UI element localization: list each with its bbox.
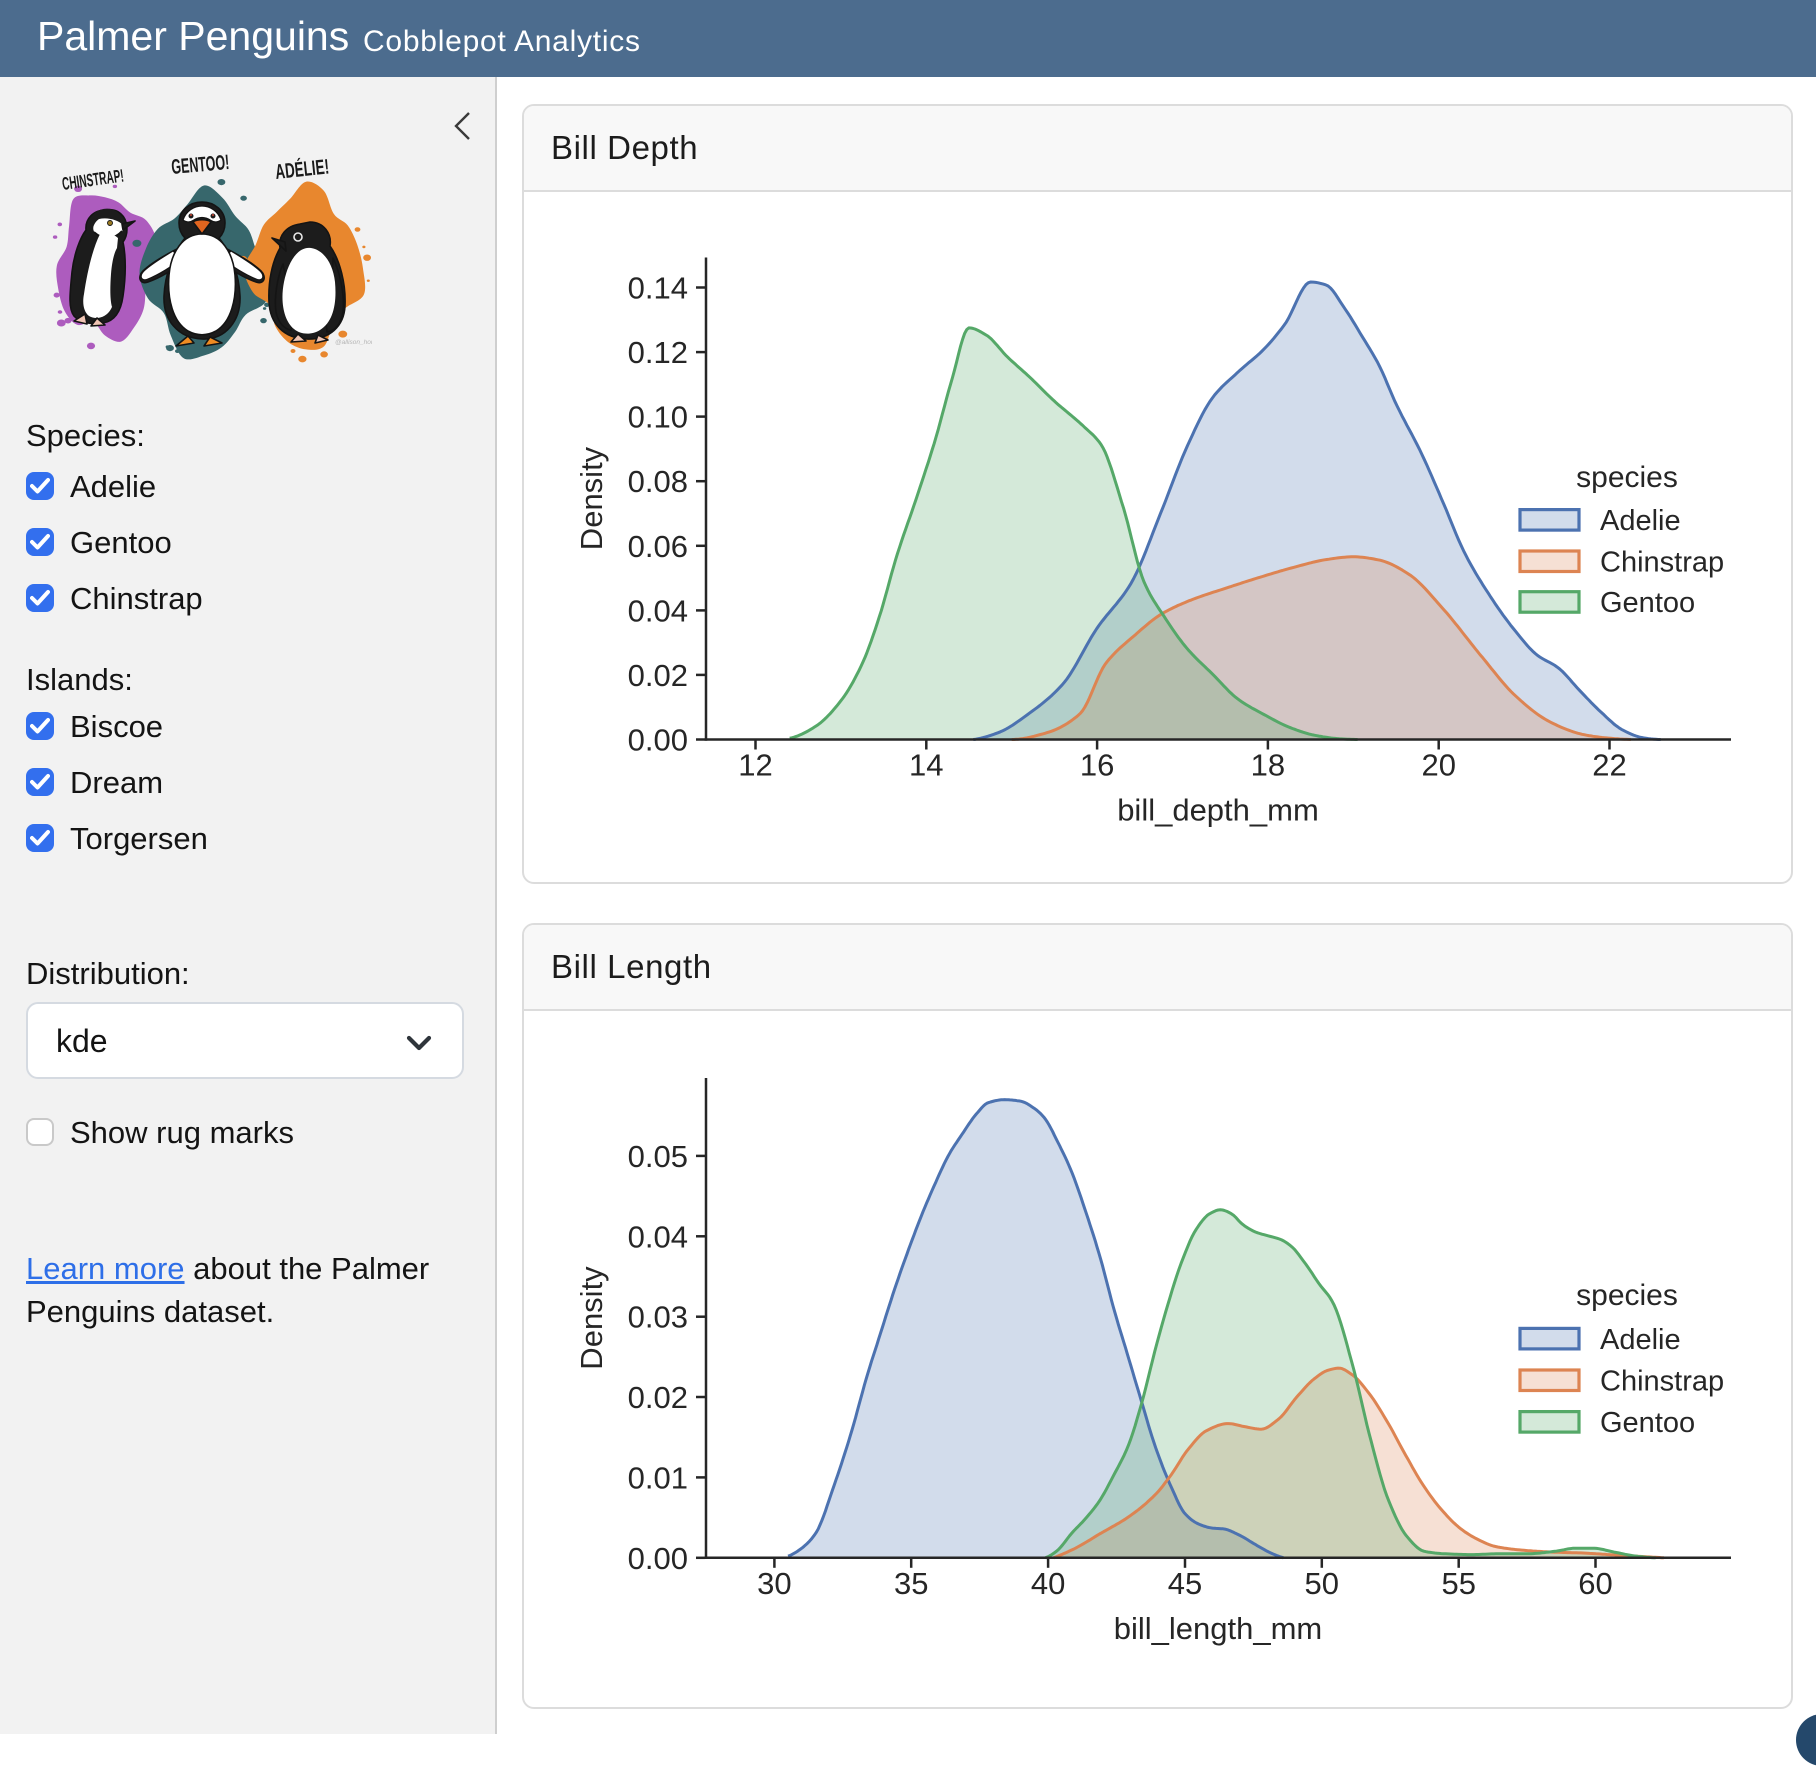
svg-text:40: 40 [1031,1566,1065,1601]
svg-text:Chinstrap: Chinstrap [1600,1365,1724,1397]
svg-text:Adelie: Adelie [1600,1324,1681,1356]
svg-text:45: 45 [1168,1566,1202,1601]
svg-text:bill_depth_mm: bill_depth_mm [1117,793,1319,828]
svg-text:16: 16 [1080,748,1114,783]
svg-text:0.05: 0.05 [628,1139,688,1174]
svg-text:Adelie: Adelie [1600,505,1681,537]
svg-text:@allison_horst: @allison_horst [335,339,372,346]
svg-text:18: 18 [1251,748,1285,783]
svg-text:14: 14 [909,748,943,783]
svg-text:0.06: 0.06 [628,529,688,564]
svg-text:0.00: 0.00 [628,1541,688,1576]
svg-text:0.03: 0.03 [628,1300,688,1335]
svg-text:Density: Density [574,1266,609,1370]
svg-text:species: species [1576,1279,1678,1312]
svg-text:0.01: 0.01 [628,1460,688,1495]
svg-text:35: 35 [894,1566,928,1601]
svg-text:0.02: 0.02 [628,658,688,693]
svg-text:Gentoo: Gentoo [1600,587,1695,619]
svg-text:12: 12 [738,748,772,783]
svg-text:0.02: 0.02 [628,1380,688,1415]
svg-text:55: 55 [1441,1566,1475,1601]
svg-text:Chinstrap: Chinstrap [1600,546,1724,578]
svg-text:species: species [1576,461,1678,494]
svg-text:0.08: 0.08 [628,464,688,499]
svg-text:22: 22 [1592,748,1626,783]
svg-text:ADÉLIE!: ADÉLIE! [274,155,330,184]
svg-text:50: 50 [1305,1566,1339,1601]
svg-text:0.04: 0.04 [628,1219,688,1254]
svg-text:0.04: 0.04 [628,593,688,628]
svg-text:GENTOO!: GENTOO! [170,151,230,179]
svg-text:20: 20 [1421,748,1455,783]
svg-text:0.00: 0.00 [628,723,688,758]
svg-text:Gentoo: Gentoo [1600,1407,1695,1439]
svg-text:60: 60 [1578,1566,1612,1601]
svg-text:0.12: 0.12 [628,335,688,370]
svg-text:0.10: 0.10 [628,400,688,435]
svg-text:30: 30 [757,1566,791,1601]
svg-text:Density: Density [574,446,609,550]
svg-text:0.14: 0.14 [628,271,688,306]
svg-text:bill_length_mm: bill_length_mm [1114,1611,1323,1646]
